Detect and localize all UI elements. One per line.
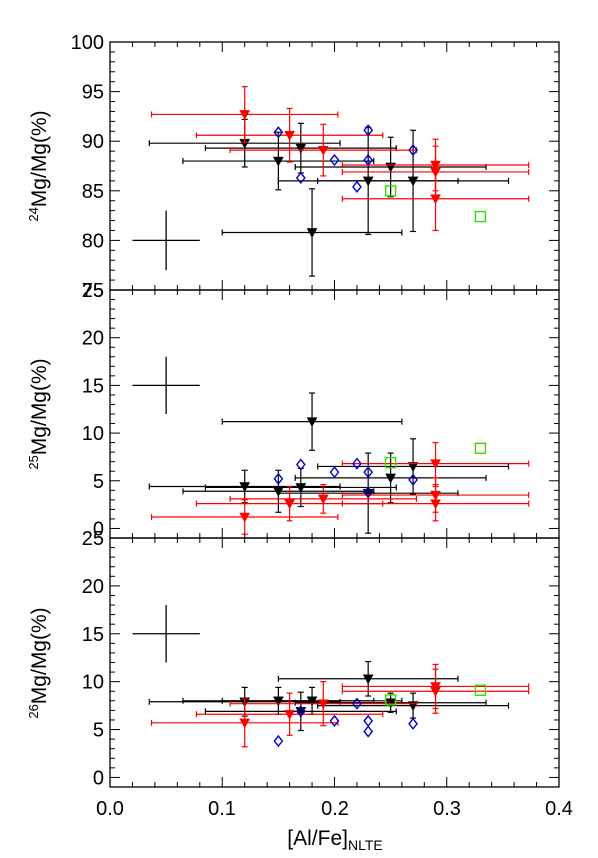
y-tick-label: 5: [93, 471, 104, 493]
data-point-diamond: [363, 153, 374, 167]
data-point-triangle: [317, 494, 329, 505]
data-point-triangle: [284, 499, 296, 510]
data-point-diamond: [273, 734, 284, 748]
y-axis-title-middle: 25Mg/Mg(%): [26, 358, 51, 469]
data-point-triangle: [306, 228, 318, 238]
data-point-square: [384, 456, 397, 469]
data-point-triangle: [430, 194, 441, 205]
data-point-triangle: [430, 686, 441, 697]
x-tick-label: 0.4: [545, 798, 573, 820]
data-point-triangle: [362, 674, 374, 685]
y-tick-label: 0: [93, 518, 104, 540]
data-point-triangle: [272, 156, 284, 167]
data-point-triangle: [317, 699, 329, 710]
data-point-square: [474, 442, 487, 455]
data-point-triangle: [284, 709, 296, 720]
data-point-diamond: [363, 725, 374, 738]
data-point-square: [474, 684, 487, 696]
data-point-diamond: [363, 714, 374, 728]
data-point-triangle: [306, 696, 318, 707]
data-point-diamond: [408, 144, 418, 157]
data-point-diamond: [295, 705, 306, 718]
data-point-triangle: [430, 499, 441, 510]
y-tick-label: 25: [82, 528, 104, 550]
x-tick-label: 0.1: [208, 798, 236, 820]
panel-top: 75 80 85 90 95 100: [71, 32, 560, 302]
y-tick-label: 90: [82, 131, 104, 153]
data-point-triangle: [284, 130, 296, 141]
data-point-diamond: [295, 458, 306, 471]
x-tick-label: 0.2: [321, 798, 349, 820]
data-point-diamond: [363, 486, 374, 499]
y-tick-label: 80: [82, 230, 104, 252]
data-point-triangle: [385, 473, 397, 484]
x-axis: 0.0 0.1 0.2 0.3 0.4 [Al/Fe]NLTE: [96, 798, 573, 853]
data-point-diamond: [363, 124, 374, 137]
y-tick-label: 10: [82, 423, 104, 445]
data-point-triangle: [295, 483, 307, 493]
data-point-triangle: [295, 143, 307, 154]
data-point-diamond: [329, 466, 340, 479]
data-point-diamond: [352, 697, 362, 710]
data-point-diamond: [352, 457, 362, 470]
y-tick-label: 15: [82, 624, 104, 646]
data-point-triangle: [407, 176, 419, 187]
data-point-square: [384, 694, 397, 706]
data-point-diamond: [273, 126, 284, 139]
y-axis-title-top: 24Mg/Mg(%): [26, 110, 51, 221]
data-point-triangle: [306, 417, 318, 428]
data-point-diamond: [408, 717, 418, 730]
y-tick-label: 25: [82, 280, 104, 302]
y-axis-title-bottom: 26Mg/Mg(%): [26, 607, 51, 718]
panel-middle: 0 5 10 15 20 25: [82, 280, 560, 540]
data-point-diamond: [329, 153, 340, 167]
y-tick-label: 85: [82, 181, 104, 203]
data-point-diamond: [352, 180, 362, 193]
data-point-square: [474, 210, 487, 223]
plot-frame: [109, 289, 560, 539]
y-tick-label: 100: [71, 32, 104, 54]
y-tick-label: 95: [82, 82, 104, 104]
y-tick-label: 0: [93, 767, 104, 789]
panel-bottom: 0 5 10 15 20 25: [82, 528, 560, 789]
svg-text:26Mg/Mg(%): 26Mg/Mg(%): [26, 607, 51, 718]
svg-text:25Mg/Mg(%): 25Mg/Mg(%): [26, 358, 51, 469]
data-point-diamond: [273, 472, 284, 485]
x-tick-label: 0.3: [433, 798, 461, 820]
data-point-triangle: [430, 459, 441, 470]
x-tick-label: 0.0: [96, 798, 124, 820]
y-tick-label: 15: [82, 375, 104, 397]
data-point-diamond: [329, 714, 340, 728]
x-axis-title: [Al/Fe]NLTE: [287, 827, 382, 853]
y-tick-label: 75: [82, 280, 104, 302]
y-tick-label: 20: [82, 576, 104, 598]
data-point-triangle: [317, 145, 329, 156]
plot-frame: [109, 537, 560, 788]
y-tick-label: 5: [93, 720, 104, 742]
data-point-diamond: [408, 473, 418, 486]
y-tick-label: 10: [82, 672, 104, 694]
data-point-diamond: [363, 466, 374, 479]
data-point-triangle: [239, 718, 251, 729]
svg-text:24Mg/Mg(%): 24Mg/Mg(%): [26, 110, 51, 221]
data-point-square: [384, 185, 397, 197]
data-point-triangle: [407, 462, 419, 472]
y-tick-label: 20: [82, 328, 104, 350]
data-point-triangle: [239, 512, 251, 523]
data-point-triangle: [239, 110, 251, 120]
data-point-diamond: [295, 171, 306, 185]
